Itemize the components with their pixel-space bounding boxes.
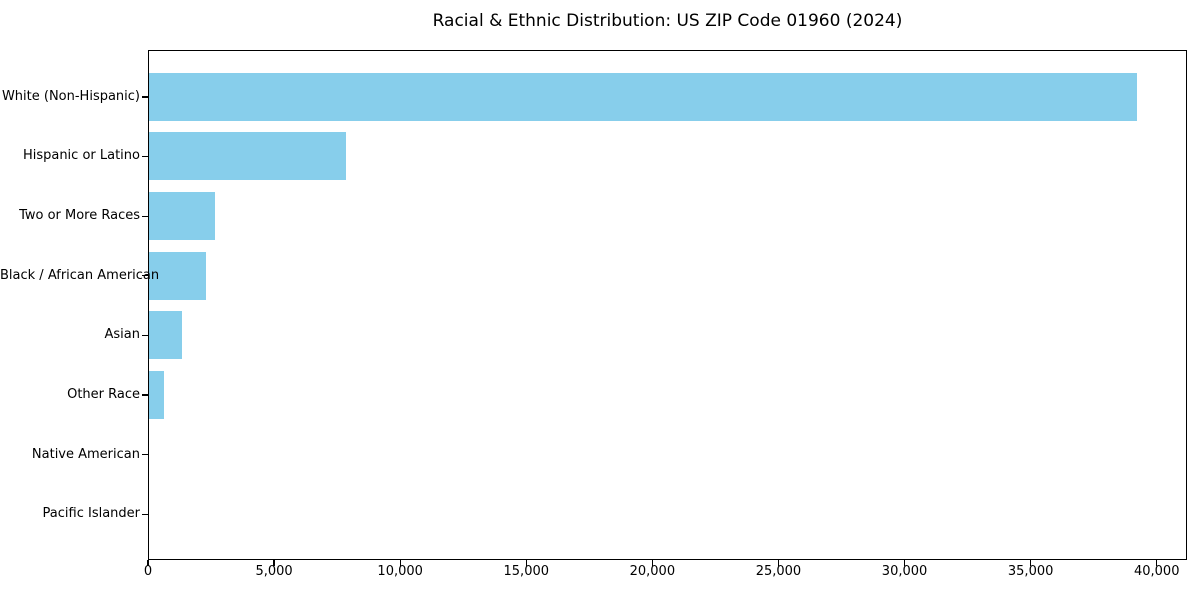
bar-two-or-more-races	[149, 192, 216, 241]
x-tick-label: 20,000	[629, 564, 676, 579]
x-tick-label: 10,000	[377, 564, 423, 579]
y-axis-tick	[142, 454, 148, 456]
y-axis-tick	[142, 513, 148, 515]
y-tick-label: Hispanic or Latino	[22, 148, 140, 164]
y-axis-tick	[142, 155, 148, 158]
y-tick-label: Black / African American	[0, 267, 160, 283]
x-tick-label: 30,000	[881, 564, 928, 579]
x-tick-label: 35,000	[1007, 564, 1054, 579]
x-tick-label: 15,000	[503, 564, 550, 579]
y-tick-label: Pacific Islander	[42, 506, 140, 522]
y-tick-label: Asian	[104, 327, 140, 343]
plot-area	[148, 50, 1187, 560]
bar-asian	[149, 311, 183, 360]
bar-hispanic-or-latino	[149, 132, 347, 181]
x-tick-label: 5,000	[255, 564, 293, 579]
y-axis-tick	[142, 394, 148, 396]
y-axis-tick	[142, 334, 148, 336]
x-axis-tick	[1156, 560, 1158, 566]
y-axis-tick	[142, 96, 148, 98]
y-tick-label: Two or More Races	[19, 208, 140, 224]
y-tick-label: Native American	[31, 446, 140, 462]
x-axis-tick	[777, 560, 780, 566]
y-axis-tick	[142, 215, 148, 217]
y-tick-label: Other Race	[67, 386, 140, 402]
x-axis-tick	[525, 560, 527, 566]
x-tick-label: 40,000	[1133, 564, 1180, 579]
y-tick-label: White (Non-Hispanic)	[1, 88, 140, 104]
x-axis-tick	[273, 560, 275, 566]
x-tick-label: 0	[143, 564, 153, 579]
x-axis-tick	[1030, 560, 1032, 566]
chart-title: Racial & Ethnic Distribution: US ZIP Cod…	[432, 11, 903, 31]
bar-other-race	[149, 370, 165, 419]
x-axis-tick	[399, 560, 401, 566]
x-tick-label: 25,000	[755, 564, 802, 579]
y-axis-tick	[142, 275, 148, 277]
x-axis-tick	[147, 560, 149, 566]
x-axis-tick	[903, 560, 906, 566]
x-axis-tick	[651, 560, 653, 566]
bar-white-non-hispanic	[149, 72, 1137, 121]
bar-black-african-american	[149, 251, 206, 300]
